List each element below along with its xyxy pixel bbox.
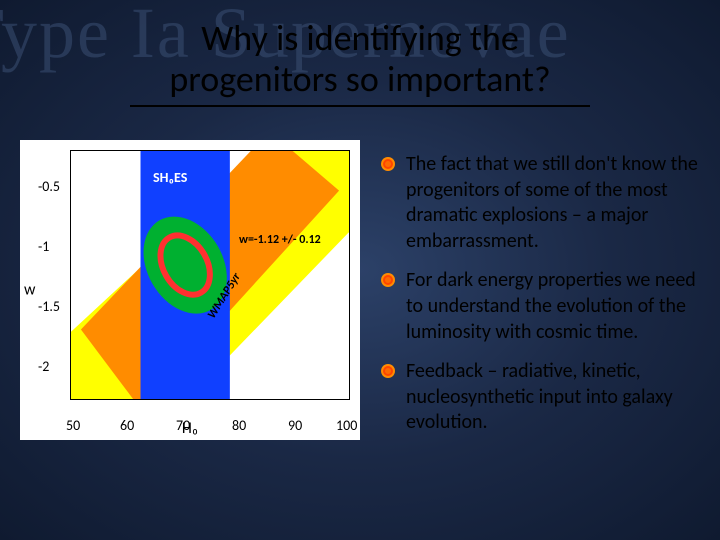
label-shoes: SH₀ES <box>153 169 187 186</box>
ytick-2: -1.5 <box>38 298 60 315</box>
bullet-list: The fact that we still don't know the pr… <box>380 140 700 450</box>
xtick-2: 70 <box>176 417 190 434</box>
xtick-1: 60 <box>120 417 134 434</box>
list-item: The fact that we still don't know the pr… <box>380 152 700 254</box>
list-item: For dark energy properties we need to un… <box>380 268 700 345</box>
bullet-icon <box>380 156 396 172</box>
y-axis-label: w <box>24 281 35 300</box>
slide-title: Why is identifying the progenitors so im… <box>0 18 720 107</box>
ytick-3: -2 <box>38 358 49 375</box>
bullet-text: Feedback – radiative, kinetic, nucleosyn… <box>406 359 700 436</box>
bullet-icon <box>380 363 396 379</box>
contour-chart: w H₀ -0.5 -1 -1.5 -2 50 60 70 80 90 100 <box>20 140 360 440</box>
xtick-3: 80 <box>232 417 246 434</box>
chart-svg <box>71 151 349 399</box>
title-line-2: progenitors so important? <box>0 59 720 100</box>
chart-plot-area: SH₀ES w=-1.12 +/- 0.12 WMAP5yr <box>70 150 350 400</box>
ytick-0: -0.5 <box>38 178 60 195</box>
list-item: Feedback – radiative, kinetic, nucleosyn… <box>380 359 700 436</box>
title-line-1: Why is identifying the <box>0 18 720 59</box>
bullet-text: For dark energy properties we need to un… <box>406 268 700 345</box>
xtick-0: 50 <box>66 417 80 434</box>
bullet-icon <box>380 272 396 288</box>
bullet-text: The fact that we still don't know the pr… <box>406 152 700 254</box>
ytick-1: -1 <box>38 238 49 255</box>
content-row: w H₀ -0.5 -1 -1.5 -2 50 60 70 80 90 100 <box>20 140 700 450</box>
title-underline <box>130 105 590 107</box>
xtick-5: 100 <box>336 417 357 434</box>
label-w: w=-1.12 +/- 0.12 <box>239 233 321 247</box>
xtick-4: 90 <box>288 417 302 434</box>
